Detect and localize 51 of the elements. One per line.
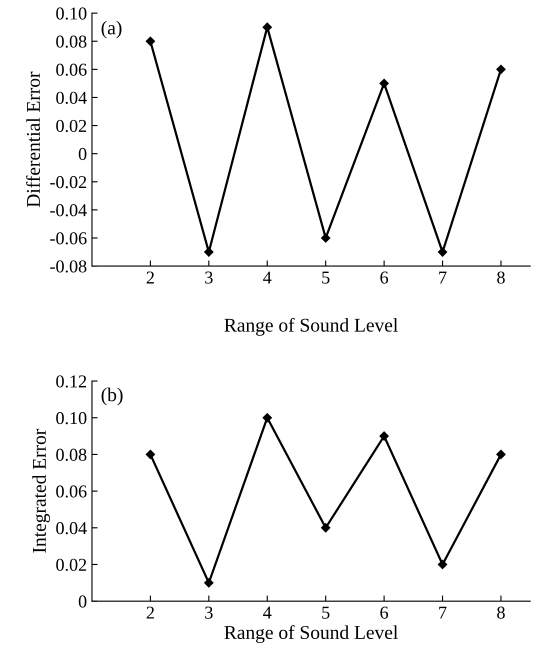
x-tick-label: 4 [263,272,272,284]
x-axis-title: Range of Sound Level [224,625,398,644]
point [204,578,214,588]
y-tick-label: -0.08 [50,260,86,273]
annotation: (b) [102,388,123,406]
y-axis-title: Integrated Error [32,428,50,553]
y-tick-label: 0.02 [56,120,86,132]
point [204,247,214,257]
point [379,78,389,88]
point [379,431,389,441]
x-tick-label: 8 [497,606,505,619]
y-tick-label: 0.08 [56,448,86,461]
point [438,247,448,257]
x-tick-label: 7 [439,606,447,619]
x-tick-label: 4 [263,606,272,619]
x-tick-label: 3 [205,606,213,619]
point [438,560,448,570]
point [321,233,330,243]
y-tick-label: 0.08 [56,36,86,48]
x-tick-label: 8 [497,271,505,284]
annotation: (a) [102,20,122,38]
y-tick-label: 0 [78,148,86,160]
point [146,36,156,46]
x-tick-label: 5 [322,272,330,284]
y-tick-label: 0.10 [56,412,86,424]
y-tick-label: 0.10 [56,7,86,20]
x-tick-label: 7 [439,272,447,284]
y-tick-label: 0 [78,595,86,608]
y-tick-label: -0.02 [50,176,86,188]
x-tick-label: 2 [146,606,154,619]
y-tick-label: 0.04 [56,92,87,104]
y-tick-label: 0.12 [56,375,86,388]
point [262,22,272,32]
point [262,413,272,422]
y-tick-label: 0.04 [56,522,87,534]
x-tick-label: 6 [380,272,388,284]
x-tick-label: 6 [380,606,388,619]
x-tick-label: 3 [205,272,213,284]
y-tick-label: -0.04 [50,204,87,216]
y-tick-label: 0.02 [56,558,86,571]
point [496,450,506,460]
y-axis-title: Differential Error [26,72,40,208]
y-tick-label: 0.06 [56,485,87,498]
x-tick-label: 2 [146,272,154,284]
point [496,64,506,74]
point [146,450,156,460]
x-axis-title: Range of Sound Level [224,318,398,336]
y-tick-label: 0.06 [56,64,87,76]
point [321,523,330,532]
x-tick-label: 5 [322,606,330,619]
y-tick-label: -0.06 [50,232,87,244]
